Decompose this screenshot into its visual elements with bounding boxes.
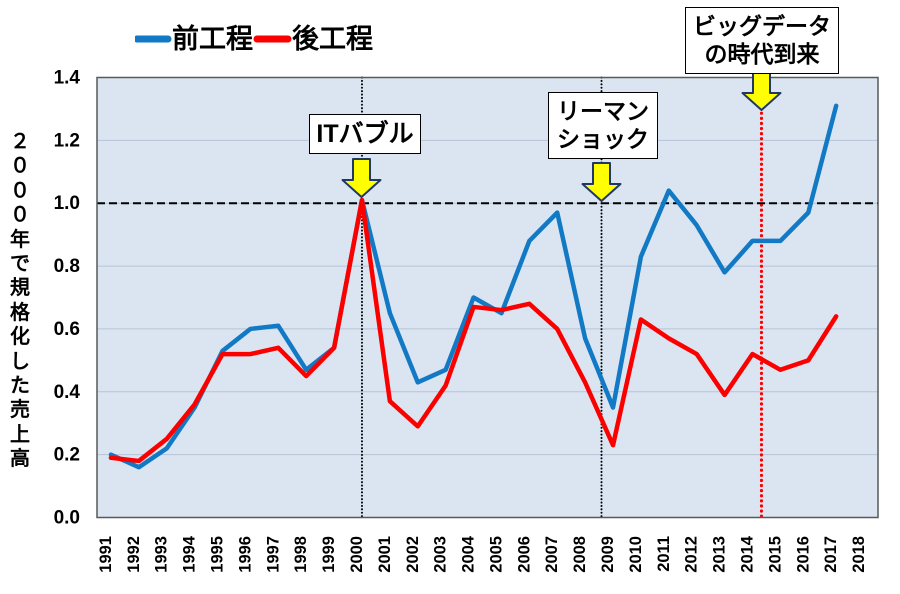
svg-text:1.2: 1.2 bbox=[54, 130, 80, 151]
svg-text:1999: 1999 bbox=[320, 536, 338, 573]
svg-text:1997: 1997 bbox=[264, 536, 282, 573]
svg-text:2015: 2015 bbox=[766, 536, 784, 573]
svg-text:1994: 1994 bbox=[181, 535, 199, 573]
svg-text:0.8: 0.8 bbox=[54, 256, 80, 277]
svg-text:1.0: 1.0 bbox=[54, 193, 80, 214]
svg-text:1993: 1993 bbox=[153, 536, 171, 573]
svg-text:2010: 2010 bbox=[627, 536, 645, 573]
svg-text:0.6: 0.6 bbox=[54, 319, 80, 340]
svg-text:2000: 2000 bbox=[348, 536, 366, 573]
svg-text:2014: 2014 bbox=[738, 535, 756, 573]
svg-text:2013: 2013 bbox=[711, 536, 729, 573]
svg-text:前工程: 前工程 bbox=[172, 23, 253, 54]
svg-text:2007: 2007 bbox=[543, 536, 561, 573]
svg-text:2016: 2016 bbox=[794, 536, 812, 573]
svg-text:0.0: 0.0 bbox=[54, 508, 80, 529]
svg-text:2012: 2012 bbox=[683, 536, 701, 573]
svg-text:1996: 1996 bbox=[236, 536, 254, 573]
svg-text:0.2: 0.2 bbox=[54, 445, 80, 466]
svg-text:後工程: 後工程 bbox=[292, 24, 373, 54]
svg-text:2005: 2005 bbox=[487, 536, 505, 573]
svg-text:2003: 2003 bbox=[432, 536, 450, 573]
svg-text:2008: 2008 bbox=[571, 536, 589, 573]
svg-text:2011: 2011 bbox=[655, 536, 673, 572]
svg-text:2001: 2001 bbox=[376, 536, 394, 573]
svg-text:1995: 1995 bbox=[209, 536, 227, 573]
svg-text:1991: 1991 bbox=[97, 536, 115, 573]
svg-text:1992: 1992 bbox=[125, 536, 143, 573]
svg-text:2018: 2018 bbox=[850, 536, 868, 573]
svg-text:2004: 2004 bbox=[460, 535, 478, 573]
svg-text:2009: 2009 bbox=[599, 536, 617, 573]
svg-text:1998: 1998 bbox=[292, 536, 310, 573]
svg-text:0.4: 0.4 bbox=[54, 382, 81, 403]
svg-text:2002: 2002 bbox=[404, 536, 422, 573]
svg-text:2017: 2017 bbox=[822, 536, 840, 573]
svg-text:1.4: 1.4 bbox=[54, 68, 81, 89]
svg-text:2006: 2006 bbox=[515, 536, 533, 573]
